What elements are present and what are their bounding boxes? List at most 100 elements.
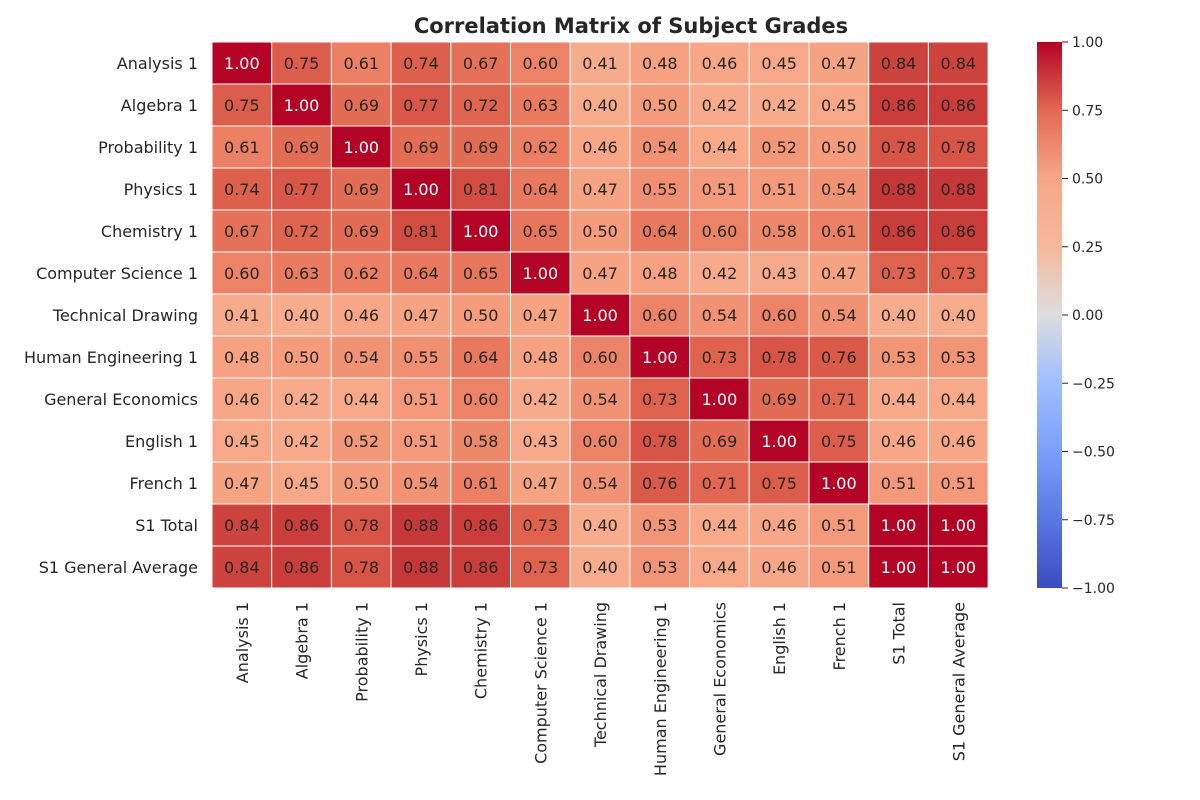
heatmap-cell	[271, 335, 332, 379]
heatmap-cell	[569, 209, 631, 253]
column-tick-label: S1 General Average	[949, 602, 968, 761]
heatmap-cell	[330, 335, 392, 379]
cell-value-label: 0.54	[642, 138, 678, 157]
cell-value-label: 0.42	[702, 96, 738, 115]
cell-value-label: 0.73	[940, 264, 976, 283]
heatmap-cell	[748, 377, 810, 421]
column-tick-label: Technical Drawing	[591, 602, 610, 748]
heatmap-cell	[629, 41, 691, 85]
cell-value-label: 0.44	[940, 390, 976, 409]
heatmap-cell	[211, 293, 273, 337]
cell-value-label: 0.44	[702, 558, 738, 577]
heatmap-cell	[629, 251, 691, 295]
cell-value-label: 0.50	[582, 222, 618, 241]
cell-value-label: 0.86	[881, 96, 917, 115]
cell-value-label: 0.50	[821, 138, 857, 157]
cell-value-label: 0.42	[284, 432, 320, 451]
cell-value-label: 0.76	[821, 348, 857, 367]
heatmap-cell	[390, 83, 452, 127]
heatmap-cell	[629, 209, 691, 253]
heatmap-cell	[629, 83, 691, 127]
cell-value-label: 0.69	[343, 180, 379, 199]
colorbar-tick-label: 0.50	[1072, 172, 1103, 188]
cell-value-label: 0.62	[523, 138, 559, 157]
cell-value-label: 0.46	[761, 558, 797, 577]
cell-value-label: 0.51	[821, 558, 857, 577]
cell-value-label: 0.76	[642, 474, 678, 493]
cell-value-label: 0.67	[463, 54, 499, 73]
colorbar	[1037, 42, 1062, 588]
heatmap-cell	[510, 419, 571, 463]
cell-value-label: 0.47	[523, 306, 559, 325]
cell-value-label: 1.00	[940, 516, 976, 535]
heatmap-cell	[629, 335, 691, 379]
heatmap-cell	[510, 209, 571, 253]
cell-value-label: 0.54	[821, 306, 857, 325]
heatmap-cell	[868, 83, 929, 127]
cell-value-label: 0.60	[582, 432, 618, 451]
row-tick-label: General Economics	[44, 390, 198, 409]
cell-value-label: 0.88	[881, 180, 917, 199]
cell-value-label: 0.78	[881, 138, 917, 157]
column-tick-label: Probability 1	[352, 602, 371, 702]
cell-value-label: 0.62	[343, 264, 379, 283]
heatmap-cell	[808, 545, 870, 589]
column-tick-label: Chemistry 1	[472, 602, 491, 699]
cell-value-label: 0.88	[403, 558, 439, 577]
cell-value-label: 0.61	[821, 222, 857, 241]
row-tick-label: Probability 1	[98, 138, 198, 157]
heatmap-cell	[808, 293, 870, 337]
cell-value-label: 0.40	[582, 96, 618, 115]
cell-value-label: 0.86	[940, 96, 976, 115]
heatmap-cell	[450, 503, 511, 547]
cell-value-label: 0.54	[821, 180, 857, 199]
heatmap-cell	[748, 41, 810, 85]
cell-value-label: 0.44	[881, 390, 917, 409]
heatmap-cell	[629, 293, 691, 337]
cell-value-label: 0.84	[940, 54, 976, 73]
cell-value-label: 1.00	[403, 180, 439, 199]
heatmap-cell	[808, 209, 870, 253]
heatmap-cell	[569, 167, 631, 211]
cell-value-label: 0.69	[702, 432, 738, 451]
heatmap-cell	[629, 167, 691, 211]
cell-value-label: 1.00	[224, 54, 260, 73]
cell-value-label: 0.54	[403, 474, 439, 493]
cell-value-label: 0.42	[523, 390, 559, 409]
cell-value-label: 0.52	[343, 432, 379, 451]
cell-value-label: 0.47	[403, 306, 439, 325]
cell-value-label: 0.64	[523, 180, 559, 199]
cell-value-label: 0.78	[642, 432, 678, 451]
cell-value-label: 0.47	[523, 474, 559, 493]
heatmap-cell	[927, 83, 989, 127]
cell-value-label: 0.53	[881, 348, 917, 367]
heatmap-cell	[271, 83, 332, 127]
heatmap-cell	[868, 41, 929, 85]
heatmap-cell	[927, 377, 989, 421]
heatmap-cell	[927, 419, 989, 463]
cell-value-label: 0.73	[523, 516, 559, 535]
cell-value-label: 0.42	[702, 264, 738, 283]
cell-value-label: 0.50	[463, 306, 499, 325]
cell-value-label: 0.60	[582, 348, 618, 367]
heatmap-cell	[271, 167, 332, 211]
cell-value-label: 0.73	[523, 558, 559, 577]
cell-value-label: 0.42	[761, 96, 797, 115]
cell-value-label: 0.40	[582, 516, 618, 535]
heatmap-cell	[927, 335, 989, 379]
heatmap-cell	[748, 335, 810, 379]
heatmap-cell	[808, 251, 870, 295]
cell-value-label: 0.51	[702, 180, 738, 199]
cell-value-label: 0.42	[284, 390, 320, 409]
row-tick-label: S1 Total	[135, 516, 198, 535]
cell-value-label: 0.86	[284, 558, 320, 577]
cell-value-label: 0.86	[463, 558, 499, 577]
cell-value-label: 1.00	[821, 474, 857, 493]
colorbar-tick-label: −0.50	[1072, 445, 1115, 461]
cell-value-label: 0.71	[821, 390, 857, 409]
heatmap-cell	[868, 335, 929, 379]
heatmap-cell	[689, 335, 750, 379]
heatmap-cell	[390, 167, 452, 211]
cell-value-label: 0.73	[642, 390, 678, 409]
heatmap-cell	[450, 545, 511, 589]
